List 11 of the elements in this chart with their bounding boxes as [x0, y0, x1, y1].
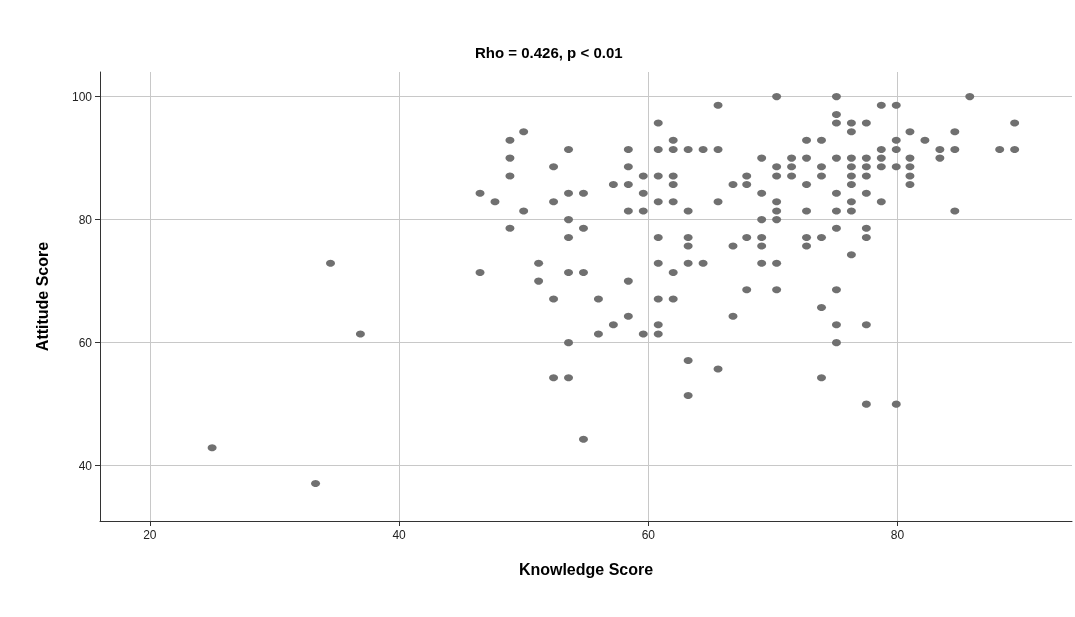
- x-axis-title: Knowledge Score: [518, 560, 654, 578]
- y-axis-title: Attitude Score: [33, 241, 51, 352]
- y-tick-label: 80: [78, 212, 93, 227]
- x-tick-label: 20: [143, 528, 157, 542]
- x-tick-label: 80: [890, 528, 905, 542]
- x-tick-label: 60: [641, 528, 656, 542]
- x-tick-label: 40: [392, 528, 407, 542]
- y-tick-label: 60: [78, 335, 93, 350]
- y-tick-label: 100: [71, 89, 93, 104]
- y-tick-label: 40: [78, 458, 93, 473]
- chart-title: Rho = 0.426, p < 0.01: [475, 44, 623, 61]
